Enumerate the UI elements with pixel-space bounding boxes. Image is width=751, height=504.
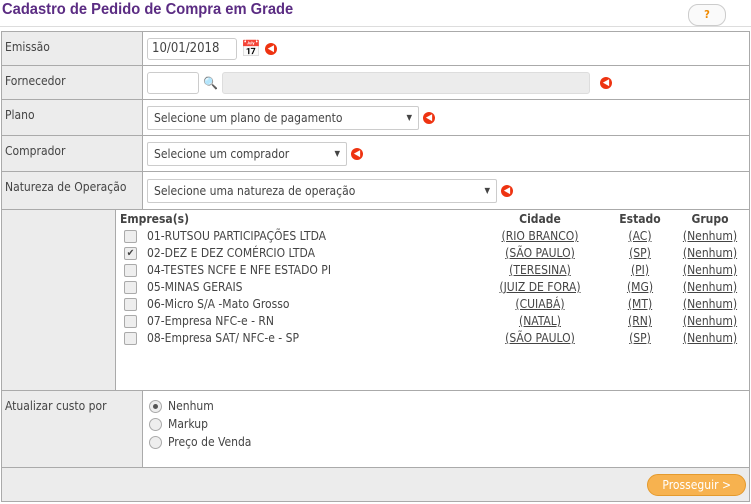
grupo-link[interactable]: (Nenhum) (682, 297, 738, 311)
required-arrow-icon: ◀ (599, 76, 612, 89)
search-icon[interactable]: 🔍 (203, 75, 218, 90)
dropdown-arrow-icon: ▼ (406, 112, 412, 122)
header-empresa: Empresa(s) (120, 212, 190, 226)
divider (0, 26, 751, 27)
required-arrow-icon: ◀ (264, 42, 277, 55)
empresa-checkbox[interactable]: ✔ (124, 247, 137, 260)
natureza-label: Natureza de Operação (2, 172, 143, 209)
radio-button[interactable] (149, 435, 162, 449)
prosseguir-button[interactable]: Prosseguir > (647, 473, 746, 496)
estado-link[interactable]: (PI) (630, 263, 650, 277)
page-title: Cadastro de Pedido de Compra em Grade (2, 1, 294, 18)
radio-button[interactable] (149, 417, 162, 431)
grupo-link[interactable]: (Nenhum) (682, 280, 738, 294)
estado-link[interactable]: (RN) (628, 314, 652, 328)
header-cidade: Cidade (519, 212, 561, 226)
empresa-row: 06-Micro S/A -Mato Grosso (120, 297, 475, 311)
cidade-link[interactable]: (JUIZ DE FORA) (499, 280, 581, 294)
cidade-link[interactable]: (SÃO PAULO) (505, 246, 575, 260)
empresas-list: Empresa(s) Cidade Estado Grupo 01-RUTSOU… (116, 210, 749, 347)
empresa-row: 08-Empresa SAT/ NFC-e - SP (120, 331, 475, 345)
required-arrow-icon: ◀ (501, 184, 513, 197)
plano-label: Plano (2, 100, 143, 135)
required-arrow-icon: ◀ (423, 111, 435, 124)
empresa-checkbox[interactable] (124, 315, 137, 328)
cidade-link[interactable]: (RIO BRANCO) (501, 229, 579, 243)
plano-select[interactable]: Selecione um plano de pagamento ▼ (147, 105, 419, 130)
dropdown-arrow-icon: ▼ (484, 185, 490, 195)
grupo-link[interactable]: (Nenhum) (682, 314, 738, 328)
grupo-link[interactable]: (Nenhum) (682, 331, 738, 345)
atualizar-option[interactable]: Nenhum (149, 399, 743, 413)
dropdown-arrow-icon: ▼ (334, 148, 340, 158)
atualizar-option[interactable]: Preço de Venda (149, 435, 743, 449)
estado-link[interactable]: (MG) (626, 280, 654, 294)
fornecedor-code-input[interactable] (147, 71, 199, 94)
empresa-checkbox[interactable] (124, 298, 137, 311)
estado-link[interactable]: (SP) (629, 331, 651, 345)
cidade-link[interactable]: (CUIABÁ) (515, 297, 565, 311)
help-button[interactable]: ? (688, 4, 726, 26)
atualizar-option[interactable]: Markup (149, 417, 743, 431)
grupo-link[interactable]: (Nenhum) (682, 246, 738, 260)
empresas-label-cell (2, 210, 116, 390)
natureza-select[interactable]: Selecione uma natureza de operação ▼ (147, 178, 497, 203)
empresa-row: 01-RUTSOU PARTICIPAÇÕES LTDA (120, 229, 475, 243)
fornecedor-label: Fornecedor (2, 66, 143, 99)
cidade-link[interactable]: (NATAL) (518, 314, 561, 328)
emissao-input[interactable]: 10/01/2018 (147, 37, 237, 60)
empresa-row: 07-Empresa NFC-e - RN (120, 314, 475, 328)
fornecedor-name-field (221, 71, 590, 94)
comprador-select[interactable]: Selecione um comprador ▼ (147, 141, 347, 166)
empresa-row: ✔ 02-DEZ E DEZ COMÉRCIO LTDA (120, 246, 475, 260)
empresa-checkbox[interactable] (124, 281, 137, 294)
calendar-icon[interactable]: 📅 (241, 39, 261, 58)
grupo-link[interactable]: (Nenhum) (682, 229, 738, 243)
form-table: Emissão 10/01/2018 📅 ◀ Fornecedor 🔍 ◀ Pl… (1, 31, 750, 502)
empresa-row: 05-MINAS GERAIS (120, 280, 475, 294)
emissao-label: Emissão (2, 32, 143, 65)
estado-link[interactable]: (MT) (627, 297, 653, 311)
atualizar-label: Atualizar custo por (2, 391, 143, 467)
required-arrow-icon: ◀ (351, 147, 363, 160)
empresa-checkbox[interactable] (124, 230, 137, 243)
estado-link[interactable]: (AC) (628, 229, 652, 243)
header-grupo: Grupo (691, 212, 729, 226)
empresa-row: 04-TESTES NCFE E NFE ESTADO PI (120, 263, 475, 277)
header-estado: Estado (619, 212, 661, 226)
cidade-link[interactable]: (TERESINA) (509, 263, 571, 277)
cidade-link[interactable]: (SÃO PAULO) (505, 331, 575, 345)
empresa-checkbox[interactable] (124, 332, 137, 345)
radio-button[interactable] (149, 399, 162, 413)
estado-link[interactable]: (SP) (629, 246, 651, 260)
empresa-checkbox[interactable] (124, 264, 137, 277)
grupo-link[interactable]: (Nenhum) (682, 263, 738, 277)
comprador-label: Comprador (2, 136, 143, 171)
